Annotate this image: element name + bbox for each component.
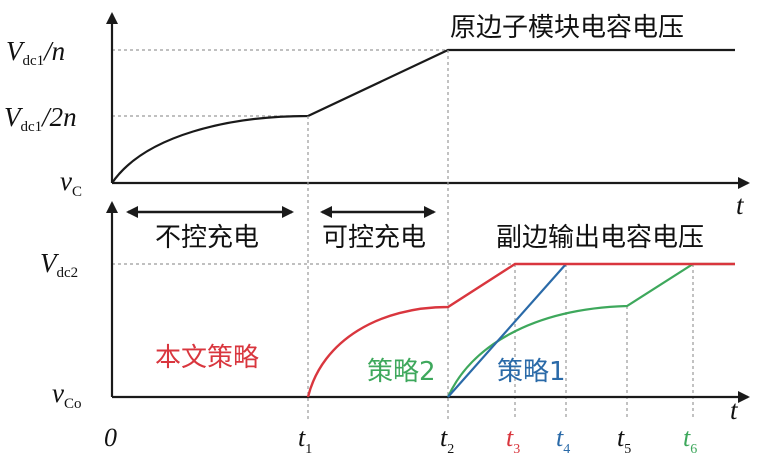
tick-t6: t6	[683, 423, 697, 457]
primary-capacitor-voltage-curve	[111, 48, 735, 184]
tick-t2: t2	[440, 423, 454, 457]
tick-t4: t4	[556, 423, 570, 457]
tick-t1: t1	[298, 423, 312, 457]
bottom-panel: Vdc2 vCo t 副边输出电容电压 本文策略 策略2 策略1	[40, 50, 750, 425]
controlled-charging-label: 可控充电	[322, 223, 426, 253]
tick-t3: t3	[506, 423, 520, 457]
top-x-axis-label: t	[736, 190, 745, 220]
phase-annotations: 不控充电 可控充电	[126, 206, 436, 253]
strategy1-label: 策略1	[497, 357, 566, 387]
top-panel: Vdc1/n Vdc1/2n vC t 原边子模块电容电压	[4, 12, 750, 220]
tick-t5: t5	[617, 423, 631, 457]
tick-zero: 0	[104, 423, 117, 452]
primary-curve-label: 原边子模块电容电压	[450, 13, 684, 43]
proposed-strategy-label: 本文策略	[155, 343, 259, 373]
strategy2-curve	[446, 262, 735, 398]
secondary-curve-label: 副边输出电容电压	[496, 223, 704, 253]
x-tick-labels: 0 t1 t2 t3 t4 t5 t6	[104, 423, 697, 457]
uncontrolled-charging-label: 不控充电	[155, 223, 259, 253]
proposed-strategy-curve	[306, 262, 735, 398]
strategy2-label: 策略2	[367, 357, 436, 387]
top-y-label-origin: vC	[60, 166, 82, 200]
top-y-label-mid: Vdc1/2n	[4, 102, 77, 135]
bottom-x-axis-label: t	[730, 395, 739, 425]
bottom-y-label-origin: vCo	[52, 378, 82, 412]
top-y-label-high: Vdc1/n	[6, 36, 65, 69]
bottom-y-label-high: Vdc2	[40, 248, 78, 281]
strategy1-curve	[447, 263, 567, 398]
